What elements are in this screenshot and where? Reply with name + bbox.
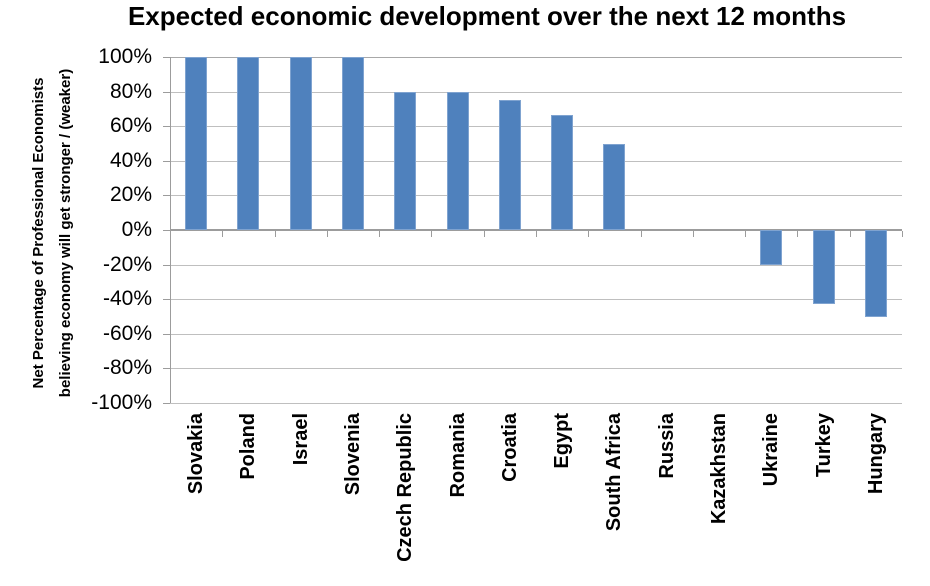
x-axis-category-label: Czech Republic <box>394 413 417 562</box>
y-axis-tick <box>163 264 170 266</box>
x-axis-tick <box>640 231 642 237</box>
y-axis-tick-label: 100% <box>98 45 152 68</box>
bar-south-africa <box>603 143 626 230</box>
gridline <box>170 126 902 128</box>
gridline <box>170 91 902 93</box>
bar-romania <box>446 91 469 230</box>
x-axis-tick <box>902 231 903 237</box>
y-axis-tick <box>163 57 170 58</box>
x-axis-category-label: Russia <box>655 413 678 479</box>
bar-slovenia <box>342 57 364 230</box>
bar-hungary <box>864 230 887 317</box>
bar-israel <box>289 57 312 230</box>
x-axis-category-label: Hungary <box>864 413 887 495</box>
x-axis-category-label: Slovakia <box>185 413 208 495</box>
x-axis-category-label: Kazakhstan <box>708 413 730 525</box>
y-axis-tick <box>163 126 170 128</box>
x-axis-category-label: Israel <box>289 413 312 466</box>
bar-turkey <box>812 230 835 305</box>
gridline <box>170 403 902 404</box>
x-axis-line <box>170 229 902 231</box>
chart-title: Expected economic development over the n… <box>127 1 847 31</box>
bar-czech-republic <box>394 91 417 230</box>
y-axis-tick <box>163 368 170 370</box>
bar-poland <box>237 57 260 230</box>
x-axis-tick <box>588 231 590 237</box>
x-axis-tick <box>692 231 694 237</box>
x-axis-tick <box>379 231 381 237</box>
x-axis-tick <box>483 231 485 237</box>
y-axis-tick-label: -100% <box>91 391 152 414</box>
y-axis-tick-label: 40% <box>109 148 152 172</box>
x-axis-tick <box>797 231 799 237</box>
gridline <box>170 333 902 335</box>
y-axis-tick <box>163 333 170 335</box>
bar-egypt <box>551 114 574 230</box>
x-axis-category-label: Poland <box>237 413 260 480</box>
y-axis-tick <box>163 299 170 301</box>
y-axis-tick-label: 20% <box>109 183 152 207</box>
y-axis-tick <box>163 230 170 231</box>
x-axis-tick <box>431 231 433 237</box>
x-axis-tick <box>326 231 328 237</box>
x-axis-category-label: Romania <box>446 413 469 498</box>
bar-slovakia <box>185 57 208 230</box>
y-axis-tick-label: 0% <box>121 218 152 241</box>
y-axis-tick <box>163 195 170 197</box>
bar-croatia <box>498 100 521 230</box>
x-axis-tick <box>274 231 276 237</box>
y-axis-tick <box>163 403 170 404</box>
gridline <box>170 368 902 370</box>
y-axis-tick-label: 60% <box>109 114 152 138</box>
x-axis-tick <box>745 231 747 237</box>
y-axis-tick-label: -20% <box>102 252 152 276</box>
y-axis-tick-label: 80% <box>109 79 152 103</box>
gridline <box>170 57 902 58</box>
x-axis-tick <box>170 231 171 237</box>
x-axis-category-label: Egypt <box>551 413 574 469</box>
x-axis-category-label: South Africa <box>603 413 626 532</box>
x-axis-tick <box>536 231 537 237</box>
y-axis-tick-label: -40% <box>102 287 152 311</box>
bar-ukraine <box>760 230 783 265</box>
y-axis-tick <box>163 160 170 162</box>
x-axis-tick <box>849 231 851 237</box>
gridline <box>170 264 902 266</box>
y-axis-tick <box>163 91 170 93</box>
y-axis-tick-label: -60% <box>102 321 152 345</box>
y-axis-line <box>170 57 171 403</box>
gridline <box>170 299 902 301</box>
gridline <box>170 195 902 197</box>
y-axis-tick-label: -80% <box>102 356 152 380</box>
gridline <box>170 160 902 162</box>
x-axis-tick <box>222 231 224 237</box>
x-axis-category-label: Slovenia <box>342 413 364 496</box>
x-axis-category-label: Croatia <box>498 413 521 482</box>
x-axis-category-label: Turkey <box>812 413 835 478</box>
x-axis-category-label: Ukraine <box>760 413 783 487</box>
